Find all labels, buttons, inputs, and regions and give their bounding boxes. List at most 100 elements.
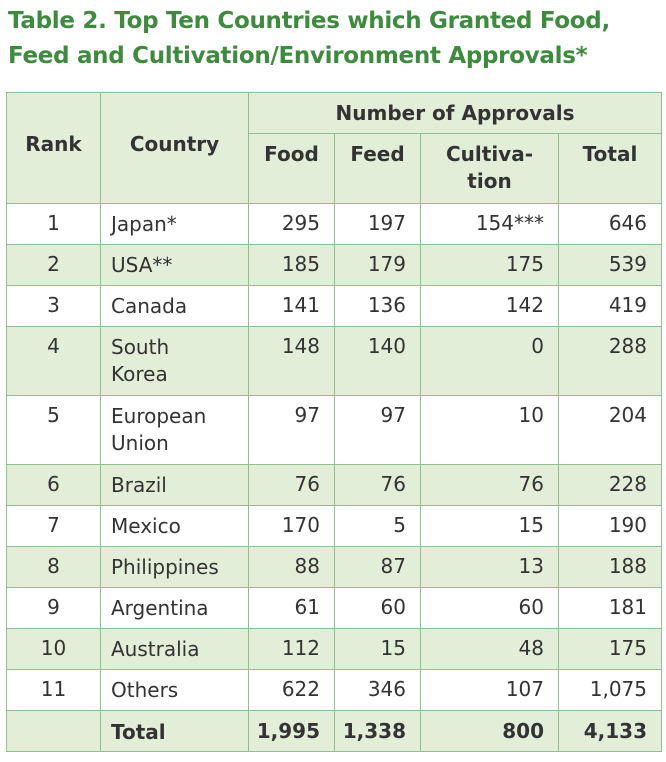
cell-food: 141 <box>248 285 335 327</box>
cell-feed: 197 <box>334 203 421 245</box>
cell-total: 204 <box>558 395 662 465</box>
cell-total-food: 1,995 <box>248 710 335 752</box>
header-feed: Feed <box>334 133 421 204</box>
cell-feed: 76 <box>334 464 421 506</box>
table-row: 7 Mexico 170 5 15 190 <box>6 505 662 547</box>
table-row: 8 Philippines 88 87 13 188 <box>6 546 662 588</box>
header-cultivation-line-2: tion <box>467 169 512 193</box>
cell-total: 228 <box>558 464 662 506</box>
cell-total: 1,075 <box>558 669 662 711</box>
cell-rank: 6 <box>6 464 101 506</box>
country-line-2: Korea <box>111 362 168 386</box>
header-cultivation: Cultiva- tion <box>420 133 559 204</box>
cell-total: 175 <box>558 628 662 670</box>
cell-country: European Union <box>100 395 249 465</box>
country-line-1: South <box>111 335 170 359</box>
cell-cultivation: 10 <box>420 395 559 465</box>
country-line-1: Others <box>111 678 179 702</box>
cell-cultivation: 142 <box>420 285 559 327</box>
country-line-1: USA** <box>111 253 173 277</box>
cell-rank: 9 <box>6 587 101 629</box>
cell-country: South Korea <box>100 326 249 396</box>
cell-feed: 87 <box>334 546 421 588</box>
cell-cultivation: 48 <box>420 628 559 670</box>
cell-cultivation: 154*** <box>420 203 559 245</box>
cell-total-total: 4,133 <box>558 710 662 752</box>
header-country: Country <box>100 92 249 204</box>
cell-cultivation: 13 <box>420 546 559 588</box>
table-row: 11 Others 622 346 107 1,075 <box>6 669 662 711</box>
cell-feed: 140 <box>334 326 421 396</box>
cell-feed: 97 <box>334 395 421 465</box>
cell-food: 185 <box>248 244 335 286</box>
totals-row: Total 1,995 1,338 800 4,133 <box>6 710 662 752</box>
cell-total: 288 <box>558 326 662 396</box>
country-line-1: Argentina <box>111 596 209 620</box>
cell-rank: 4 <box>6 326 101 396</box>
table-row: 2 USA** 185 179 175 539 <box>6 244 662 286</box>
table-row: 4 South Korea 148 140 0 288 <box>6 326 662 396</box>
cell-food: 295 <box>248 203 335 245</box>
cell-total-label: Total <box>100 710 249 752</box>
country-line-1: Philippines <box>111 555 219 579</box>
cell-feed: 179 <box>334 244 421 286</box>
cell-food: 88 <box>248 546 335 588</box>
cell-country: Argentina <box>100 587 249 629</box>
cell-country: Others <box>100 669 249 711</box>
country-line-1: Japan* <box>111 212 177 236</box>
header-total: Total <box>558 133 662 204</box>
cell-food: 148 <box>248 326 335 396</box>
cell-cultivation: 60 <box>420 587 559 629</box>
header-number-of-approvals: Number of Approvals <box>248 92 662 134</box>
table-row: 1 Japan* 295 197 154*** 646 <box>6 203 662 245</box>
cell-cultivation: 15 <box>420 505 559 547</box>
table-body: 1 Japan* 295 197 154*** 646 2 USA** 185 179 175 539… <box>6 203 662 752</box>
cell-total-cultivation: 800 <box>420 710 559 752</box>
cell-total: 419 <box>558 285 662 327</box>
cell-food: 112 <box>248 628 335 670</box>
cell-rank: 7 <box>6 505 101 547</box>
cell-country: Canada <box>100 285 249 327</box>
cell-cultivation: 0 <box>420 326 559 396</box>
cell-food: 76 <box>248 464 335 506</box>
cell-rank: 10 <box>6 628 101 670</box>
cell-country: Mexico <box>100 505 249 547</box>
cell-rank: 1 <box>6 203 101 245</box>
table-title: Table 2. Top Ten Countries which Granted… <box>8 4 660 74</box>
header-food: Food <box>248 133 335 204</box>
cell-cultivation: 76 <box>420 464 559 506</box>
cell-feed: 136 <box>334 285 421 327</box>
cell-rank: 5 <box>6 395 101 465</box>
cell-food: 622 <box>248 669 335 711</box>
country-line-1: Brazil <box>111 473 167 497</box>
cell-country: Brazil <box>100 464 249 506</box>
cell-rank: 8 <box>6 546 101 588</box>
cell-cultivation: 175 <box>420 244 559 286</box>
title-line-1: Table 2. Top Ten Countries which Granted… <box>8 8 610 34</box>
cell-country: Australia <box>100 628 249 670</box>
title-line-2: Feed and Cultivation/Environment Approva… <box>8 43 588 69</box>
cell-country: Philippines <box>100 546 249 588</box>
cell-total-feed: 1,338 <box>334 710 421 752</box>
cell-food: 170 <box>248 505 335 547</box>
cell-total: 190 <box>558 505 662 547</box>
cell-total: 539 <box>558 244 662 286</box>
table-row: 5 European Union 97 97 10 204 <box>6 395 662 465</box>
cell-food: 97 <box>248 395 335 465</box>
country-line-1: Australia <box>111 637 200 661</box>
country-line-2: Union <box>111 431 169 455</box>
cell-feed: 5 <box>334 505 421 547</box>
cell-country: Japan* <box>100 203 249 245</box>
cell-total-rank-empty <box>6 710 101 752</box>
table-row: 9 Argentina 61 60 60 181 <box>6 587 662 629</box>
cell-feed: 346 <box>334 669 421 711</box>
country-line-1: Mexico <box>111 514 181 538</box>
country-line-1: Canada <box>111 294 188 318</box>
cell-feed: 15 <box>334 628 421 670</box>
table-row: 10 Australia 112 15 48 175 <box>6 628 662 670</box>
table-row: 6 Brazil 76 76 76 228 <box>6 464 662 506</box>
country-line-1: European <box>111 404 207 428</box>
cell-rank: 2 <box>6 244 101 286</box>
cell-rank: 3 <box>6 285 101 327</box>
header-rank: Rank <box>6 92 101 204</box>
